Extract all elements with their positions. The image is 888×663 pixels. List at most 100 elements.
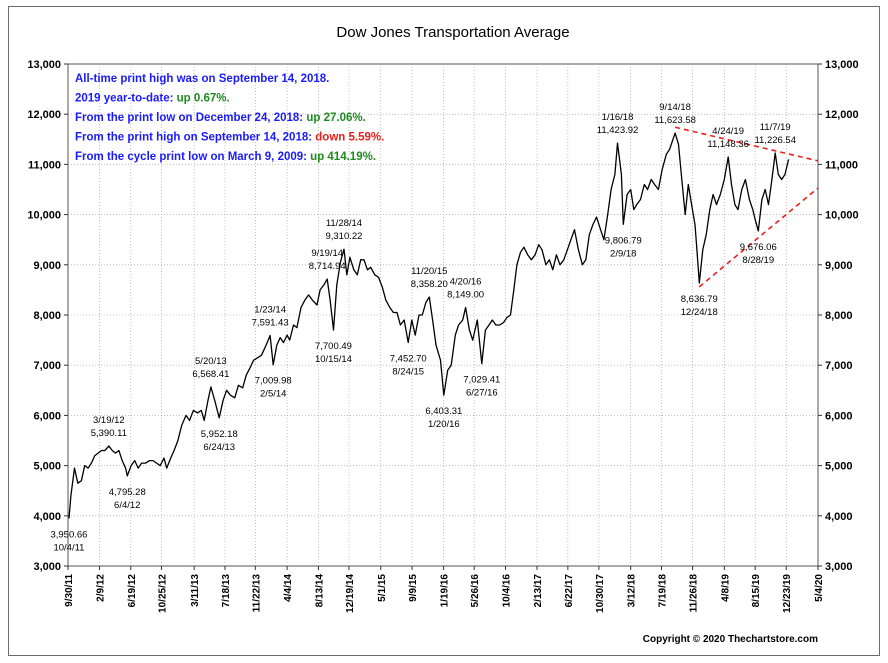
x-tick-label: 10/4/16	[501, 574, 512, 608]
annotation-label: 3/19/12	[93, 415, 125, 426]
note-segment: up 414.19%.	[310, 151, 376, 163]
x-tick-label: 7/18/13	[221, 574, 232, 608]
annotation-label: 6/24/13	[203, 442, 235, 453]
annotation-label: 11,623.58	[654, 115, 696, 126]
x-tick-label: 1/19/16	[440, 574, 451, 608]
annotation-label: 9,310.22	[325, 231, 362, 242]
trendline	[698, 187, 819, 288]
annotation-label: 8/24/15	[392, 366, 424, 377]
annotation-label: 6/27/16	[466, 388, 498, 399]
note-segment: From the cycle print low on March 9, 200…	[75, 151, 310, 163]
annotation-label: 3,950.66	[50, 529, 87, 540]
annotation-label: 6,403.31	[425, 406, 462, 417]
y-tick-label-left: 3,000	[33, 561, 61, 573]
annotation-label: 4,795.28	[109, 487, 146, 498]
x-tick-label: 8/13/14	[314, 574, 325, 608]
note-line: From the cycle print low on March 9, 200…	[75, 151, 376, 163]
x-tick-label: 4/4/14	[283, 574, 294, 602]
y-tick-label-right: 12,000	[825, 109, 859, 121]
y-tick-label-left: 10,000	[27, 210, 61, 222]
annotation-label: 1/16/18	[602, 112, 634, 123]
annotation-label: 12/24/18	[681, 307, 718, 318]
y-tick-label-left: 8,000	[33, 310, 61, 322]
x-tick-label: 7/19/18	[658, 574, 669, 608]
annotation-label: 7,700.49	[315, 341, 352, 352]
note-segment: From the print high on September 14, 201…	[75, 132, 315, 144]
annotation-label: 9/14/18	[659, 102, 691, 113]
note-segment: From the print low on December 24, 2018:	[75, 112, 306, 124]
annotation-label: 6,568.41	[192, 369, 229, 380]
annotation-label: 11/28/14	[326, 218, 362, 229]
trendline	[674, 126, 819, 162]
x-tick-label: 5/1/15	[377, 574, 388, 602]
annotation-label: 10/4/11	[53, 542, 84, 553]
x-tick-label: 11/26/18	[689, 574, 700, 613]
annotation-label: 1/23/14	[254, 305, 286, 316]
x-tick-label: 5/4/20	[814, 574, 825, 602]
x-tick-label: 10/30/17	[595, 574, 606, 613]
note-line: All-time print high was on September 14,…	[75, 73, 329, 85]
annotation-label: 8,358.20	[411, 279, 448, 290]
annotation-label: 6/4/12	[114, 500, 140, 511]
annotation-label: 2/9/18	[610, 248, 636, 259]
y-tick-label-right: 10,000	[825, 210, 859, 222]
x-tick-label: 8/15/19	[751, 574, 762, 608]
annotation-label: 5,390.11	[91, 428, 127, 439]
y-tick-label-right: 6,000	[825, 410, 853, 422]
annotation-label: 7,009.98	[255, 376, 292, 387]
annotation-label: 4/24/19	[712, 126, 744, 137]
note-line: From the print low on December 24, 2018:…	[75, 112, 366, 124]
x-tick-label: 3/12/18	[627, 574, 638, 608]
annotation-label: 7,591.43	[252, 318, 289, 329]
y-tick-label-left: 11,000	[28, 159, 61, 171]
annotation-label: 8,714.94	[309, 261, 346, 272]
x-tick-label: 6/19/12	[127, 574, 138, 608]
y-tick-label-right: 9,000	[825, 260, 853, 272]
x-tick-label: 6/22/17	[564, 574, 575, 608]
annotation-label: 11/7/19	[760, 122, 791, 133]
annotation-label: 5/20/13	[195, 356, 227, 367]
x-tick-label: 9/30/11	[64, 574, 75, 607]
annotation-label: 7,452.70	[390, 353, 427, 364]
annotation-label: 11,226.54	[754, 135, 796, 146]
y-tick-label-right: 3,000	[825, 561, 853, 573]
y-tick-label-right: 13,000	[825, 59, 859, 71]
annotation-label: 5,952.18	[201, 429, 238, 440]
x-tick-label: 12/19/14	[345, 574, 356, 613]
x-tick-label: 2/9/12	[96, 574, 107, 602]
price-line	[68, 132, 790, 519]
annotation-label: 8,636.79	[681, 294, 718, 305]
y-tick-label-right: 5,000	[825, 461, 853, 473]
annotation-label: 11,423.92	[597, 125, 639, 136]
y-tick-label-left: 4,000	[33, 511, 61, 523]
annotation-label: 9,676.06	[740, 242, 777, 253]
y-tick-label-right: 8,000	[825, 310, 853, 322]
note-line: From the print high on September 14, 201…	[75, 132, 384, 144]
y-tick-label-left: 9,000	[33, 260, 61, 272]
annotation-label: 4/20/16	[450, 277, 482, 288]
annotation-label: 2/5/14	[260, 389, 286, 400]
note-segment: down 5.59%.	[315, 132, 384, 144]
chart-title: Dow Jones Transportation Average	[336, 24, 569, 41]
annotation-label: 10/15/14	[315, 354, 352, 365]
annotation-label: 8,149.00	[447, 290, 484, 301]
x-tick-label: 9/9/15	[408, 574, 419, 602]
annotation-label: 7,029.41	[463, 375, 500, 386]
y-tick-label-left: 6,000	[33, 410, 61, 422]
note-segment: up 27.06%.	[306, 112, 365, 124]
note-segment: All-time print high was on September 14,…	[75, 73, 329, 85]
x-tick-label: 2/13/17	[533, 574, 544, 608]
annotation-label: 9/19/14	[311, 248, 343, 259]
x-tick-label: 3/11/13	[190, 574, 201, 607]
y-tick-label-left: 13,000	[27, 59, 61, 71]
annotation-label: 11/20/15	[411, 266, 447, 277]
x-tick-label: 10/25/12	[157, 574, 168, 613]
x-tick-label: 5/26/16	[470, 574, 481, 608]
y-tick-label-right: 11,000	[825, 159, 858, 171]
x-tick-label: 4/8/19	[720, 574, 731, 602]
x-tick-label: 11/22/13	[251, 574, 262, 613]
annotation-label: 8/28/19	[742, 255, 774, 266]
annotation-label: 11,148.36	[707, 139, 749, 150]
copyright-label: Copyright © 2020 Thechartstore.com	[643, 634, 818, 645]
